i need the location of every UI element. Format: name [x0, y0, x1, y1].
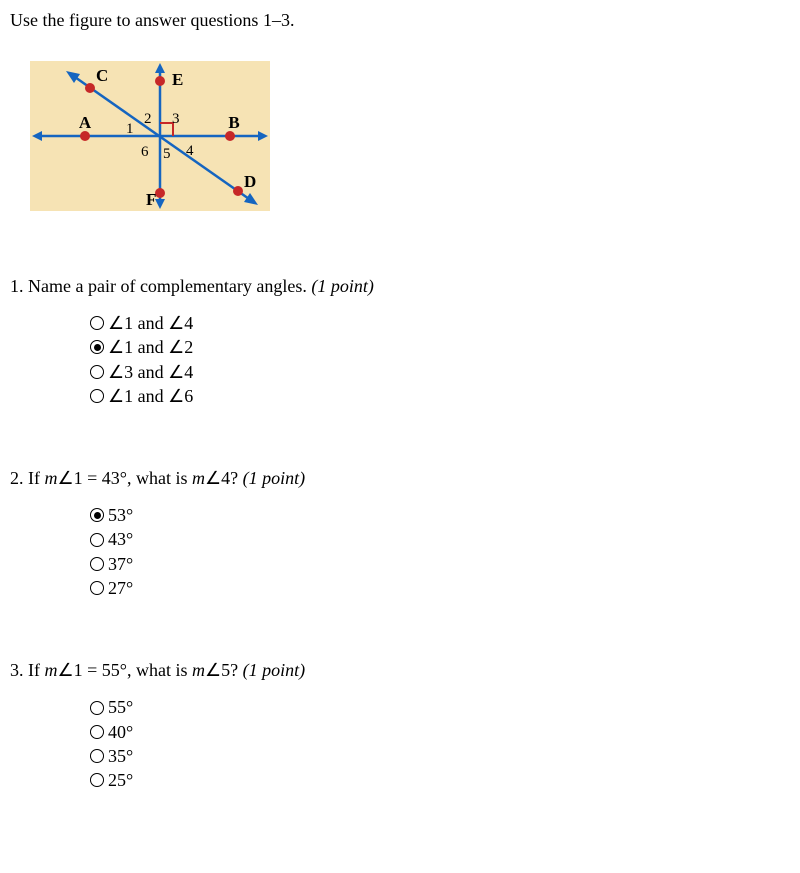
- radio-button[interactable]: [90, 749, 104, 763]
- radio-button[interactable]: [90, 533, 104, 547]
- option[interactable]: 27°: [90, 576, 790, 600]
- svg-text:2: 2: [144, 111, 152, 127]
- option[interactable]: 43°: [90, 527, 790, 551]
- radio-button[interactable]: [90, 725, 104, 739]
- option-label: 53°: [108, 503, 133, 527]
- points-label: (1 point): [243, 660, 306, 680]
- radio-button[interactable]: [90, 389, 104, 403]
- radio-button[interactable]: [90, 340, 104, 354]
- radio-button[interactable]: [90, 365, 104, 379]
- points-label: (1 point): [243, 468, 306, 488]
- radio-button[interactable]: [90, 773, 104, 787]
- option-label: 55°: [108, 695, 133, 719]
- question-number: 3.: [10, 660, 28, 680]
- question-number: 2.: [10, 468, 28, 488]
- options-group: ∠1 and ∠4∠1 and ∠2∠3 and ∠4∠1 and ∠6: [90, 311, 790, 408]
- options-group: 55°40°35°25°: [90, 695, 790, 792]
- option-label: ∠3 and ∠4: [108, 360, 193, 384]
- option[interactable]: 53°: [90, 503, 790, 527]
- radio-button[interactable]: [90, 581, 104, 595]
- svg-text:3: 3: [172, 111, 180, 127]
- question-2: 2. If m∠1 = 43°, what is m∠4? (1 point) 5…: [10, 468, 790, 600]
- svg-text:4: 4: [186, 143, 194, 159]
- option-label: 35°: [108, 744, 133, 768]
- option-label: 43°: [108, 527, 133, 551]
- option[interactable]: 40°: [90, 720, 790, 744]
- option-label: ∠1 and ∠6: [108, 384, 193, 408]
- question-3: 3. If m∠1 = 55°, what is m∠5? (1 point) 5…: [10, 660, 790, 792]
- question-stem: 3. If m∠1 = 55°, what is m∠5? (1 point): [10, 660, 790, 681]
- radio-button[interactable]: [90, 557, 104, 571]
- svg-text:E: E: [172, 70, 183, 89]
- option[interactable]: ∠1 and ∠4: [90, 311, 790, 335]
- option[interactable]: ∠1 and ∠2: [90, 335, 790, 359]
- question-number: 1.: [10, 276, 28, 296]
- question-1: 1. Name a pair of complementary angles. …: [10, 276, 790, 408]
- geometry-diagram: A B C D E F 1 2 3 4 5 6: [30, 61, 270, 211]
- svg-text:5: 5: [163, 146, 171, 162]
- figure: A B C D E F 1 2 3 4 5 6: [30, 61, 790, 216]
- svg-text:D: D: [244, 172, 256, 191]
- radio-button[interactable]: [90, 701, 104, 715]
- svg-text:B: B: [228, 113, 239, 132]
- instruction-text: Use the figure to answer questions 1–3.: [10, 10, 790, 31]
- svg-text:1: 1: [126, 121, 134, 137]
- points-label: (1 point): [311, 276, 374, 296]
- radio-button[interactable]: [90, 316, 104, 330]
- option[interactable]: ∠1 and ∠6: [90, 384, 790, 408]
- svg-text:6: 6: [141, 144, 149, 160]
- option-label: 40°: [108, 720, 133, 744]
- option-label: 25°: [108, 768, 133, 792]
- option-label: 27°: [108, 576, 133, 600]
- option[interactable]: 37°: [90, 552, 790, 576]
- question-stem: 1. Name a pair of complementary angles. …: [10, 276, 790, 297]
- option[interactable]: 35°: [90, 744, 790, 768]
- svg-text:C: C: [96, 66, 108, 85]
- option[interactable]: ∠3 and ∠4: [90, 360, 790, 384]
- option[interactable]: 55°: [90, 695, 790, 719]
- svg-text:A: A: [79, 113, 92, 132]
- question-stem: 2. If m∠1 = 43°, what is m∠4? (1 point): [10, 468, 790, 489]
- option-label: 37°: [108, 552, 133, 576]
- option-label: ∠1 and ∠2: [108, 335, 193, 359]
- svg-text:F: F: [146, 190, 156, 209]
- option[interactable]: 25°: [90, 768, 790, 792]
- options-group: 53°43°37°27°: [90, 503, 790, 600]
- option-label: ∠1 and ∠4: [108, 311, 193, 335]
- radio-button[interactable]: [90, 508, 104, 522]
